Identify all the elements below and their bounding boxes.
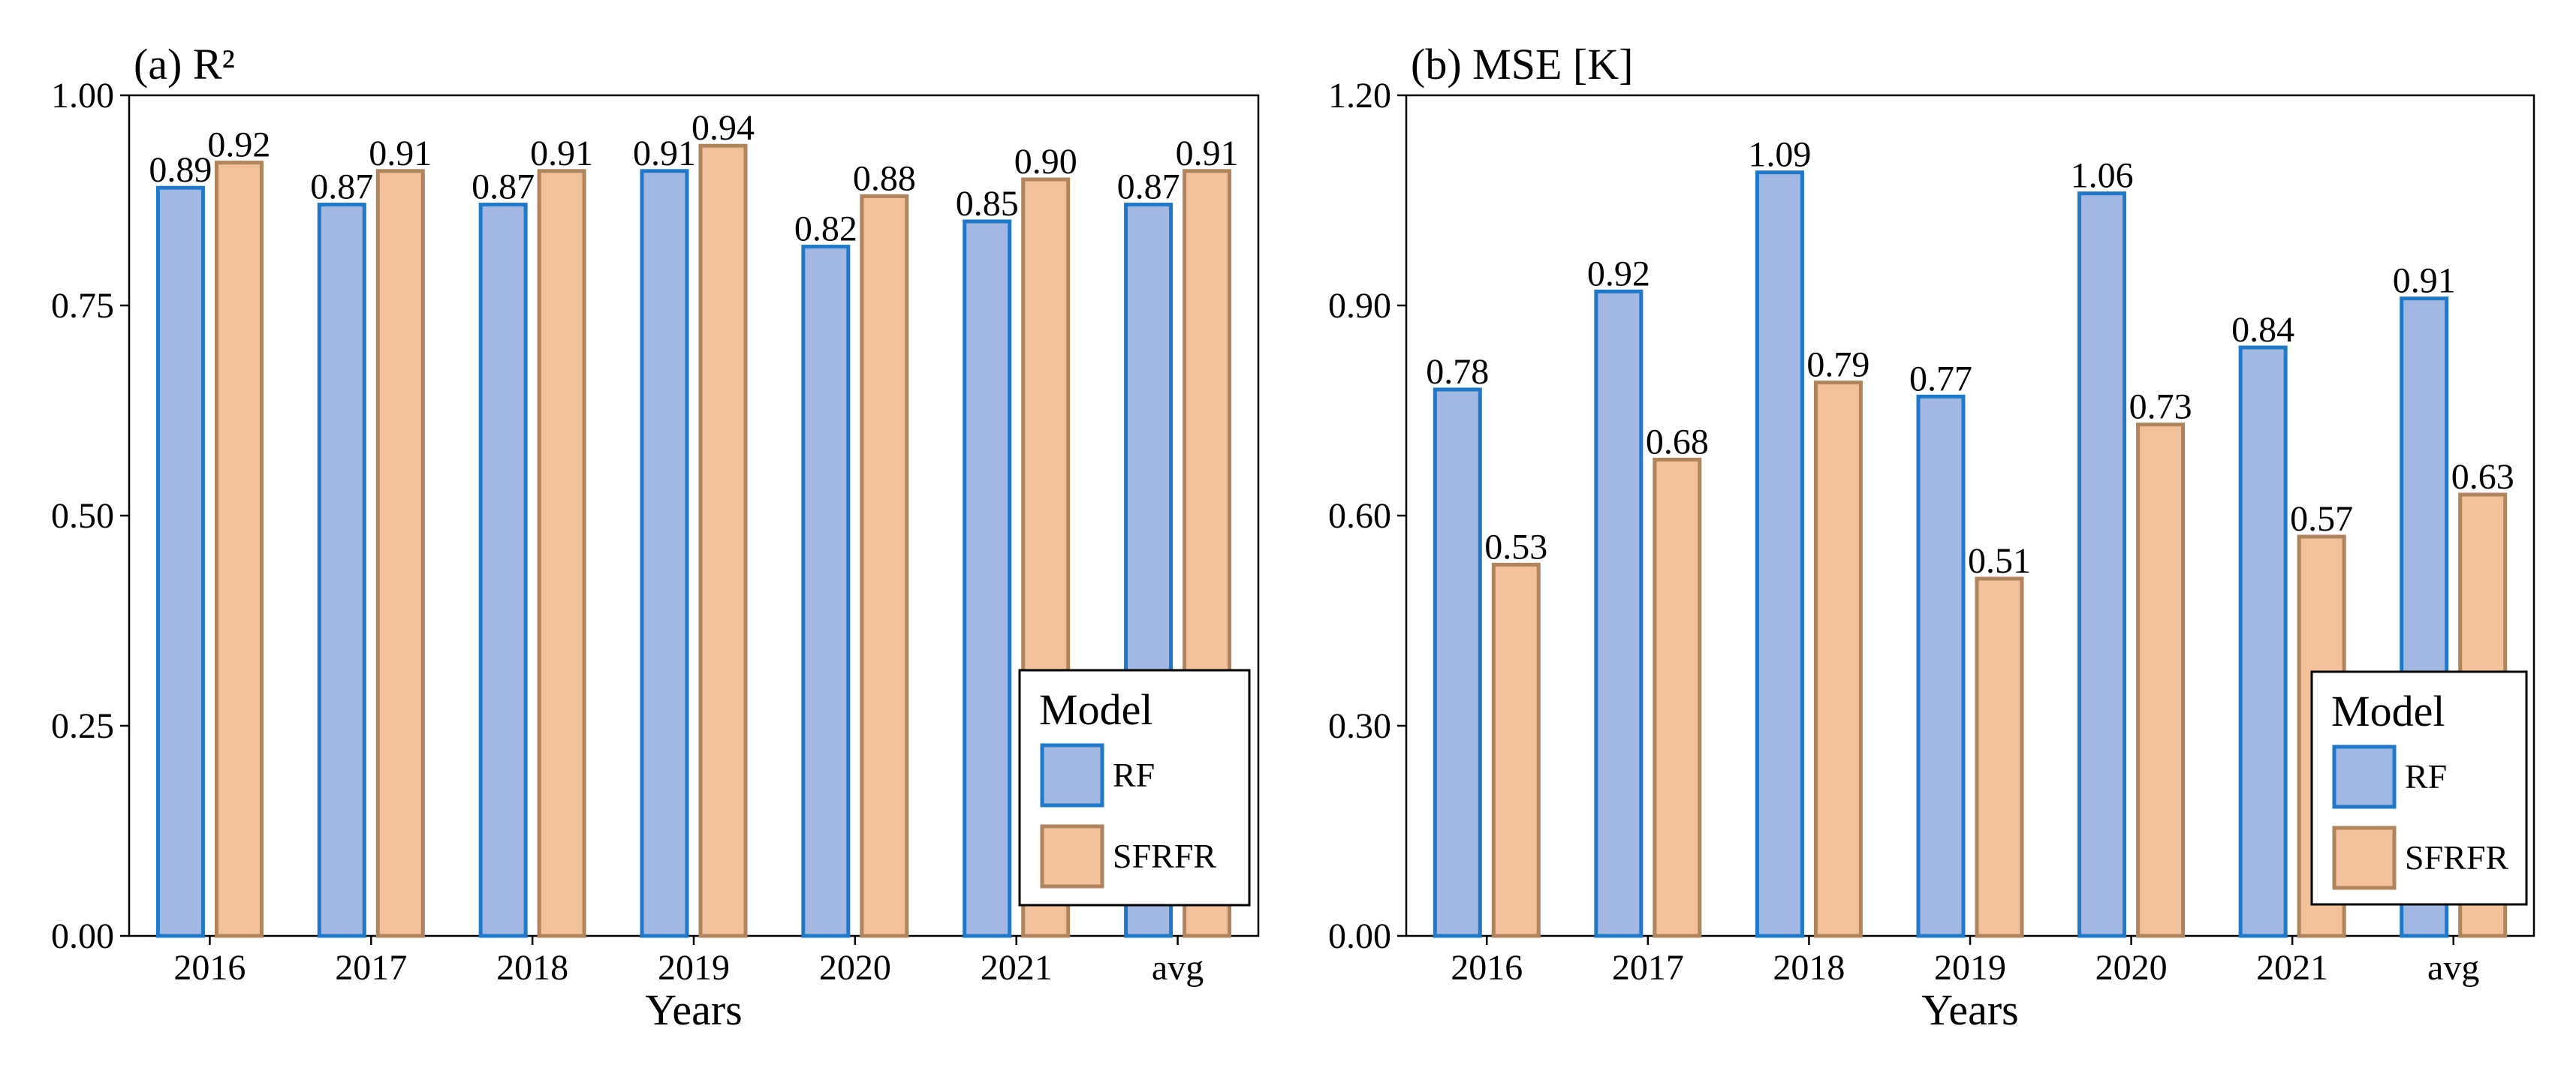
bar-value-label: 0.68 bbox=[1646, 422, 1709, 462]
bar-value-label: 0.84 bbox=[2231, 310, 2294, 350]
x-tick-label: 2018 bbox=[496, 948, 568, 988]
bar-sfrfr-2020 bbox=[2136, 423, 2186, 938]
bar-rf-2020 bbox=[2077, 191, 2127, 938]
bar-value-label: 0.79 bbox=[1806, 345, 1869, 385]
x-tick-label: 2018 bbox=[1773, 948, 1845, 988]
bar-rf-2017 bbox=[317, 203, 366, 938]
legend-entry-sfrfr: SFRFR bbox=[1113, 837, 1216, 875]
bar-value-label: 0.87 bbox=[1117, 167, 1180, 207]
bar-rf-2019 bbox=[640, 169, 689, 938]
x-tick-label: 2019 bbox=[658, 948, 730, 988]
bar-value-label: 0.85 bbox=[956, 184, 1019, 224]
x-tick-label: avg bbox=[2427, 948, 2479, 988]
bar-value-label: 0.51 bbox=[1968, 541, 2031, 581]
legend-swatch-sfrfr bbox=[1040, 824, 1104, 889]
bar-value-label: 1.09 bbox=[1748, 135, 1811, 175]
bar-rf-2019 bbox=[1916, 394, 1966, 938]
bar-sfrfr-2017 bbox=[375, 169, 425, 938]
bar-sfrfr-2016 bbox=[1491, 562, 1541, 938]
bar-value-label: 0.82 bbox=[794, 209, 857, 249]
legend-swatch-rf bbox=[2332, 745, 2397, 809]
x-tick-label: 2021 bbox=[2256, 948, 2328, 988]
bar-value-label: 0.90 bbox=[1014, 142, 1077, 182]
chart-panel-mse: (b) MSE [K] 0.00 0.30 0.60 0.90 1.20 2016 0.78 0… bbox=[1328, 40, 2535, 1034]
bar-sfrfr-2018 bbox=[1813, 381, 1863, 938]
chart-panel-r2: (a) R² 0.00 0.25 0.50 0.75 1.00 2016 0.890.92 20… bbox=[51, 40, 1260, 1034]
bar-rf-2016 bbox=[1433, 387, 1482, 938]
x-axis-label: Years bbox=[645, 985, 742, 1034]
legend: Model RF SFRFR bbox=[1018, 669, 1251, 907]
bar-rf-2017 bbox=[1594, 289, 1644, 938]
bar-sfrfr-2020 bbox=[860, 194, 909, 938]
legend-entry-rf: RF bbox=[1113, 756, 1155, 794]
y-tick-label: 0.30 bbox=[1328, 706, 1391, 746]
bar-rf-2020 bbox=[801, 245, 851, 938]
x-axis-label: Years bbox=[1921, 985, 2018, 1034]
legend-title: Model bbox=[1039, 685, 1152, 734]
y-tick-label: 1.00 bbox=[51, 76, 114, 116]
bar-value-label: 0.73 bbox=[2129, 387, 2192, 427]
panel-title: (b) MSE [K] bbox=[1411, 40, 1633, 89]
bar-value-label: 0.92 bbox=[1587, 254, 1650, 293]
bar-sfrfr-2019 bbox=[1975, 576, 2024, 938]
bar-value-label: 0.91 bbox=[2393, 261, 2456, 301]
bar-sfrfr-2019 bbox=[698, 143, 748, 938]
y-tick-label: 0.25 bbox=[51, 706, 114, 746]
x-tick-label: 2019 bbox=[1934, 948, 2006, 988]
legend-entry-rf: RF bbox=[2405, 757, 2447, 796]
y-tick-label: 0.90 bbox=[1328, 286, 1391, 326]
legend-title: Model bbox=[2331, 687, 2445, 736]
y-tick-label: 0.75 bbox=[51, 286, 114, 326]
legend-swatch-rf bbox=[1040, 743, 1104, 808]
bar-value-label: 0.78 bbox=[1426, 352, 1489, 392]
x-tick-label: 2021 bbox=[981, 948, 1053, 988]
bar-value-label: 0.88 bbox=[853, 158, 916, 198]
y-tick-label: 0.00 bbox=[1328, 916, 1391, 956]
bar-rf-2018 bbox=[478, 203, 528, 938]
bar-value-label: 0.92 bbox=[207, 125, 270, 165]
bar-value-label: 0.91 bbox=[633, 134, 696, 173]
y-tick-label: 1.20 bbox=[1328, 76, 1391, 116]
bar-value-label: 1.06 bbox=[2071, 156, 2134, 196]
bar-rf-2021 bbox=[2238, 345, 2288, 938]
bar-sfrfr-2018 bbox=[537, 169, 586, 938]
bar-value-label: 0.57 bbox=[2290, 499, 2353, 539]
bar-rf-2021 bbox=[963, 219, 1012, 938]
panel-title: (a) R² bbox=[134, 40, 235, 89]
x-tick-label: 2016 bbox=[173, 948, 246, 988]
bar-value-label: 0.53 bbox=[1484, 527, 1547, 567]
bar-rf-2016 bbox=[155, 185, 205, 938]
bar-value-label: 0.91 bbox=[530, 134, 593, 173]
bar-value-label: 0.91 bbox=[1176, 134, 1239, 173]
bar-sfrfr-2016 bbox=[214, 161, 264, 938]
y-tick-label: 0.60 bbox=[1328, 496, 1391, 536]
bar-value-label: 0.63 bbox=[2451, 457, 2514, 497]
bar-value-label: 0.94 bbox=[691, 108, 755, 148]
bar-rf-2018 bbox=[1755, 170, 1804, 938]
bar-value-label: 0.87 bbox=[472, 167, 535, 207]
x-tick-label: 2016 bbox=[1451, 948, 1523, 988]
legend-entry-sfrfr: SFRFR bbox=[2405, 838, 2508, 877]
bar-value-label: 0.77 bbox=[1909, 359, 1972, 399]
bar-value-label: 0.91 bbox=[369, 134, 432, 173]
bar-sfrfr-2017 bbox=[1653, 457, 1702, 938]
y-tick-label: 0.50 bbox=[51, 496, 114, 536]
bar-value-label: 0.87 bbox=[310, 167, 373, 207]
legend: Model RF SFRFR bbox=[2310, 670, 2528, 906]
x-tick-label: 2017 bbox=[1612, 948, 1684, 988]
x-tick-label: 2017 bbox=[335, 948, 407, 988]
x-tick-label: avg bbox=[1152, 948, 1204, 988]
bar-value-label: 0.89 bbox=[149, 150, 212, 190]
x-tick-label: 2020 bbox=[2095, 948, 2168, 988]
y-tick-label: 0.00 bbox=[51, 916, 114, 956]
x-tick-label: 2020 bbox=[819, 948, 891, 988]
legend-swatch-sfrfr bbox=[2332, 826, 2397, 890]
